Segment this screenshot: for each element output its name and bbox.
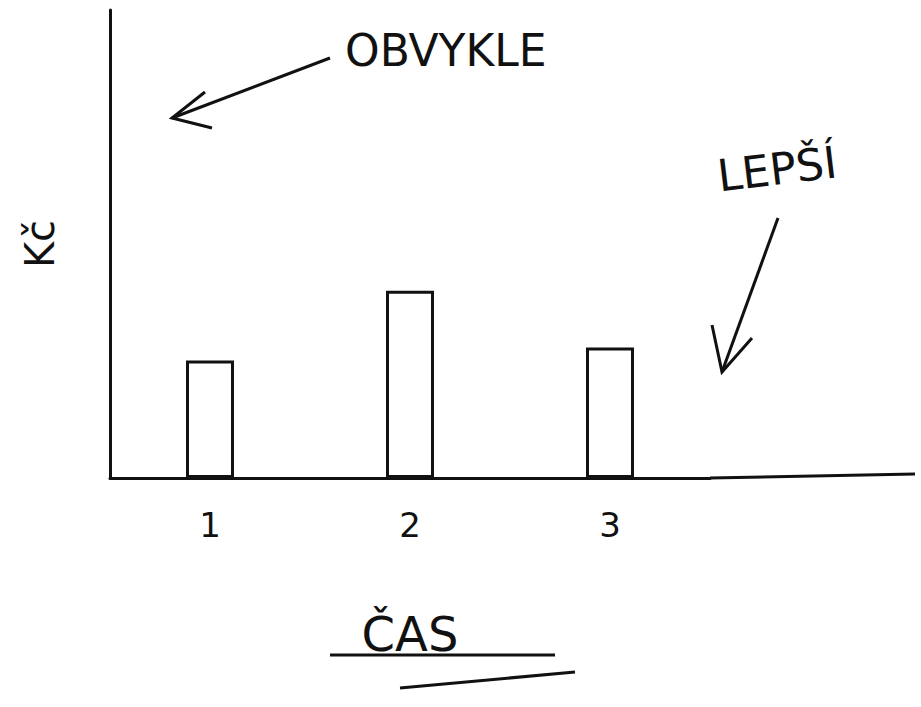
svg-text:LEPŠÍ: LEPŠÍ [714, 136, 839, 202]
svg-text:1: 1 [199, 505, 221, 545]
svg-text:OBVYKLE: OBVYKLE [345, 25, 547, 76]
svg-text:2: 2 [399, 505, 421, 545]
svg-text:3: 3 [599, 505, 621, 545]
svg-text:ČAS: ČAS [362, 606, 459, 662]
svg-text:Kč: Kč [17, 220, 63, 268]
